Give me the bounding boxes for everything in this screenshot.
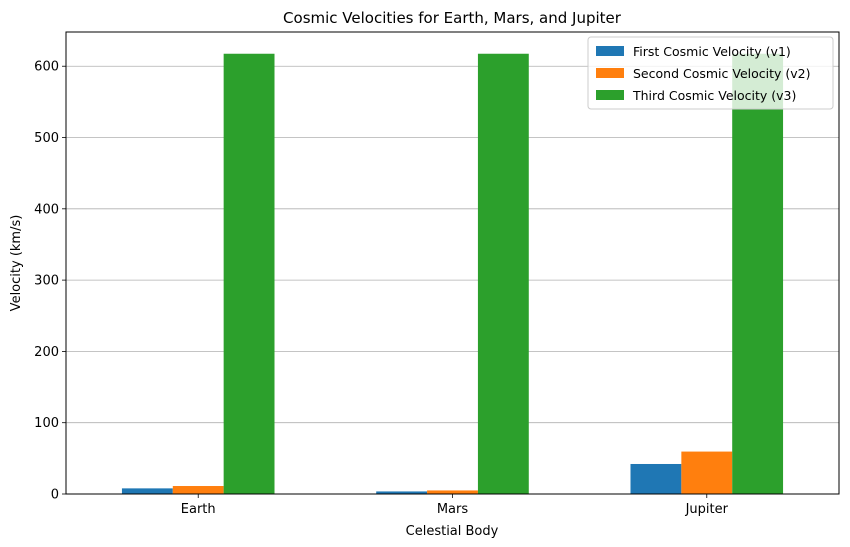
x-axis-title: Celestial Body xyxy=(406,524,499,539)
legend: First Cosmic Velocity (v1) Second Cosmic … xyxy=(587,36,834,110)
y-tick-label: 100 xyxy=(34,416,59,431)
chart-title: Cosmic Velocities for Earth, Mars, and J… xyxy=(283,9,622,27)
y-tick-label: 400 xyxy=(34,202,59,217)
bar-jupiter-series-3 xyxy=(732,53,784,495)
axes: 0 100 200 300 400 500 600 Earth Mars Jupiter xyxy=(34,60,728,517)
legend-swatch-series-2 xyxy=(596,68,624,78)
x-tick-label-earth: Earth xyxy=(181,502,216,517)
y-tick-label: 600 xyxy=(34,60,59,75)
y-axis-title: Velocity (km/s) xyxy=(9,215,24,312)
bar-mars-series-3 xyxy=(477,53,529,495)
y-tick-label: 0 xyxy=(51,488,59,503)
bar-jupiter-series-1 xyxy=(630,463,682,494)
y-tick-label: 300 xyxy=(34,274,59,289)
bar-jupiter-series-2 xyxy=(681,451,733,494)
legend-swatch-series-3 xyxy=(596,90,624,100)
legend-swatch-series-1 xyxy=(596,46,624,56)
y-tick-label: 200 xyxy=(34,345,59,360)
x-tick-label-jupiter: Jupiter xyxy=(685,502,729,517)
x-tick-label-mars: Mars xyxy=(437,502,469,517)
bar-earth-series-3 xyxy=(223,53,275,495)
bar-mars-series-2 xyxy=(427,490,478,494)
bar-mars-series-1 xyxy=(376,491,428,494)
y-tick-label: 500 xyxy=(34,131,59,146)
legend-label-series-1: First Cosmic Velocity (v1) xyxy=(633,44,791,59)
legend-box xyxy=(587,36,834,110)
bars xyxy=(121,53,784,495)
legend-label-series-3: Third Cosmic Velocity (v3) xyxy=(632,88,796,103)
bar-earth-series-2 xyxy=(172,486,224,494)
legend-label-series-2: Second Cosmic Velocity (v2) xyxy=(633,66,810,81)
bar-earth-series-1 xyxy=(121,488,173,494)
